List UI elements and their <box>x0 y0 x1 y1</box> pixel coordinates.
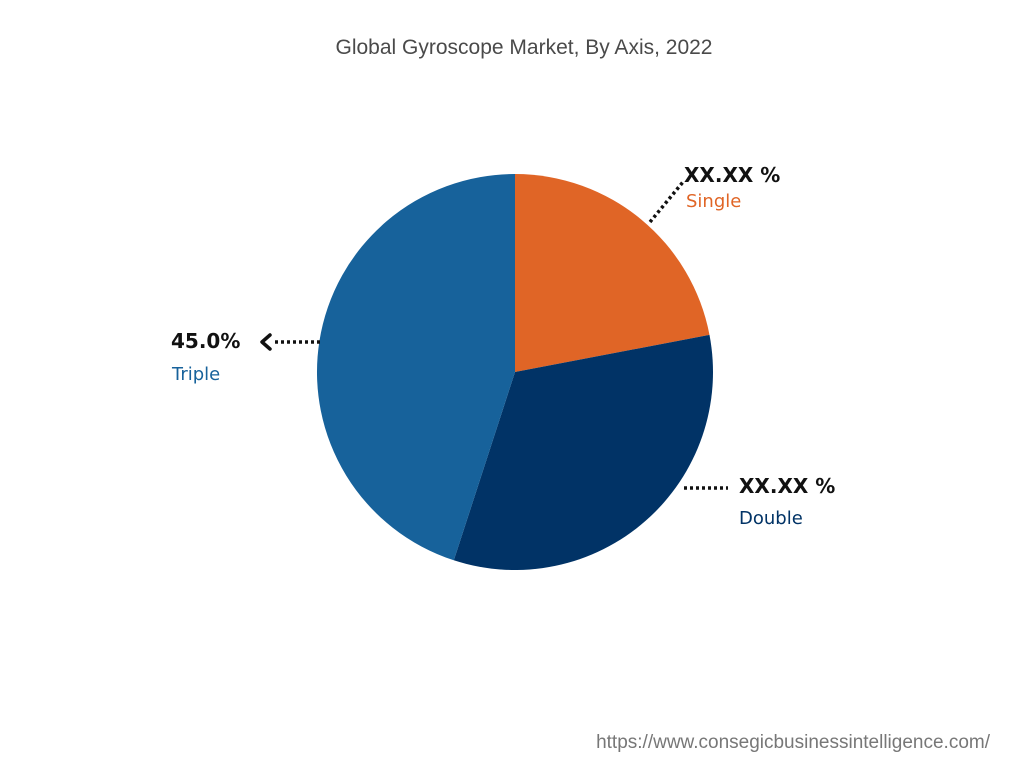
pie-slice-single <box>515 174 710 372</box>
pie-slice-double <box>453 334 713 571</box>
value-label-single: XX.XX % <box>684 163 780 187</box>
leader-line-single <box>648 180 685 224</box>
category-label-double: Double <box>739 508 803 529</box>
value-label-double: XX.XX % <box>739 474 835 498</box>
pie-slice-triple <box>316 174 515 561</box>
value-label-triple: 45.0% <box>171 329 240 353</box>
category-label-triple: Triple <box>171 364 220 385</box>
arrowhead-icon <box>260 333 272 351</box>
source-url: https://www.consegicbusinessintelligence… <box>596 732 991 753</box>
chart-title: Global Gyroscope Market, By Axis, 2022 <box>335 36 712 59</box>
pie-slices <box>316 174 713 571</box>
category-label-single: Single <box>686 191 741 212</box>
